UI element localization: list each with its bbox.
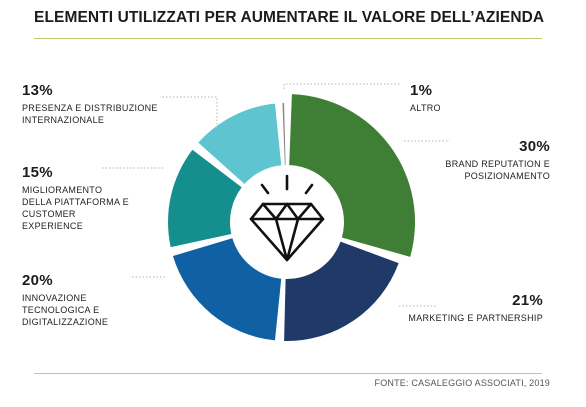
chart-title: ELEMENTI UTILIZZATI PER AUMENTARE IL VAL… <box>34 9 545 26</box>
label-altro-text: ALTRO <box>410 103 441 113</box>
label-innovazione-text-2: TECNOLOGICA E <box>22 305 100 315</box>
slice-innovazione <box>172 238 282 341</box>
footer-divider <box>34 373 542 374</box>
label-brand-text-2: POSIZIONAMENTO <box>464 171 550 181</box>
label-innovazione-text-3: DIGITALIZZAZIONE <box>22 317 109 327</box>
label-piattaforma-pct: 15% <box>22 164 53 181</box>
slice-brand <box>289 94 415 257</box>
label-piattaforma: 15% MIGLIORAMENTO DELLA PIATTAFORMA E CU… <box>22 164 129 232</box>
title-divider <box>34 38 542 39</box>
label-brand-text-1: BRAND REPUTATION E <box>445 159 550 169</box>
label-marketing-text: MARKETING E PARTNERSHIP <box>408 313 543 323</box>
label-piattaforma-text-4: EXPERIENCE <box>22 221 84 231</box>
label-piattaforma-text-3: CUSTOMER <box>22 209 76 219</box>
label-altro: 1% ALTRO <box>410 82 441 114</box>
source-note: FONTE: CASALEGGIO ASSOCIATI, 2019 <box>374 378 550 388</box>
label-brand-pct: 30% <box>519 138 550 155</box>
label-innovazione-pct: 20% <box>22 272 53 289</box>
label-marketing: 21% MARKETING E PARTNERSHIP <box>408 292 543 324</box>
slice-presenza <box>198 103 282 185</box>
label-piattaforma-text-2: DELLA PIATTAFORMA E <box>22 197 129 207</box>
label-piattaforma-text-1: MIGLIORAMENTO <box>22 185 103 195</box>
slice-marketing <box>284 241 399 341</box>
label-presenza: 13% PRESENZA E DISTRIBUZIONE INTERNAZION… <box>22 82 158 126</box>
diamond-icon <box>249 174 325 262</box>
label-altro-pct: 1% <box>410 82 433 99</box>
label-presenza-pct: 13% <box>22 82 53 99</box>
leader-line <box>283 83 400 89</box>
slice-miglioramento <box>168 149 242 248</box>
label-marketing-pct: 21% <box>512 292 543 309</box>
label-presenza-text-1: PRESENZA E DISTRIBUZIONE <box>22 103 158 113</box>
leader-line <box>160 96 218 128</box>
slice-altro <box>282 103 286 166</box>
label-presenza-text-2: INTERNAZIONALE <box>22 115 105 125</box>
label-innovazione-text-1: INNOVAZIONE <box>22 293 87 303</box>
label-innovazione: 20% INNOVAZIONE TECNOLOGICA E DIGITALIZZ… <box>22 272 108 328</box>
label-brand: 30% BRAND REPUTATION E POSIZIONAMENTO <box>445 138 550 182</box>
